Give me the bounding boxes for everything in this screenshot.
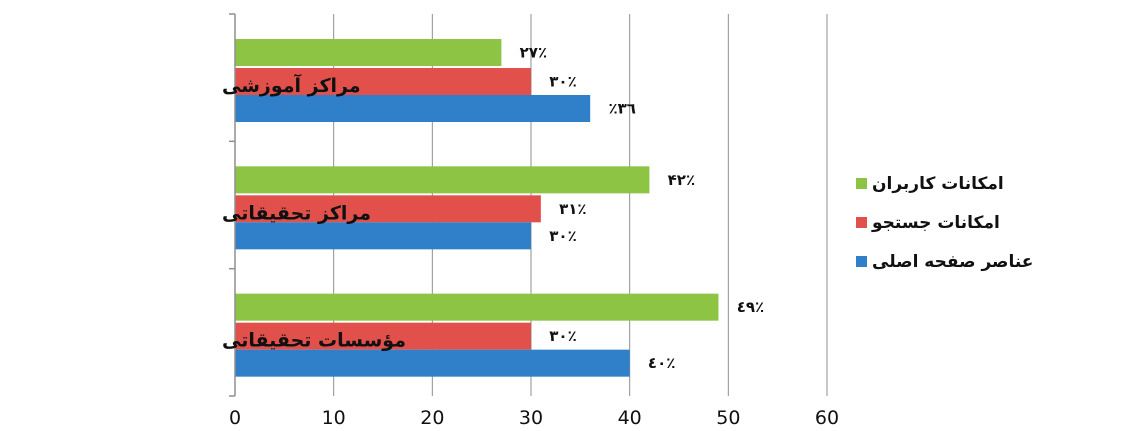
legend: امکانات کاربران امکانات جستجو عناصر صفحه ا… <box>856 174 1033 272</box>
bar-value-label: ۳۱٪ <box>559 200 586 218</box>
x-tick-label: 50 <box>716 407 740 429</box>
bar <box>235 166 650 194</box>
category-label: مؤسسات تحقیقاتی <box>222 330 406 352</box>
bar-value-label: ٤۹٪ <box>737 298 764 316</box>
bar <box>235 195 541 223</box>
x-tick-label: 40 <box>618 407 642 429</box>
legend-swatch <box>856 256 867 267</box>
x-tick-label: 20 <box>420 407 444 429</box>
category-label: مراکز تحقیقاتی <box>222 202 371 224</box>
bars <box>235 39 719 377</box>
x-tick-label: 10 <box>322 407 346 429</box>
bar <box>235 95 591 122</box>
category-label: مراکز آموزشی <box>222 73 361 97</box>
bar-value-label: ۳۰٪ <box>549 327 576 345</box>
x-tick-label: 60 <box>815 407 839 429</box>
x-tick-label: 0 <box>229 407 241 429</box>
legend-label: امکانات کاربران <box>872 174 1004 194</box>
bar <box>235 293 719 321</box>
bar <box>235 322 531 350</box>
bar-value-label: ۲۷٪ <box>520 44 547 62</box>
bar-value-label: ۴۲٪ <box>668 171 695 189</box>
axes: 0 10 20 30 40 50 60 مراکز آموزشی مراکز تحقیقاتی م… <box>222 13 839 429</box>
legend-label: امکانات جستجو <box>871 213 1000 233</box>
legend-label: عناصر صفحه اصلی <box>872 252 1033 272</box>
bar <box>235 39 502 66</box>
bar-value-label: ٤۰٪ <box>648 354 675 372</box>
bar-value-label: ۳٦٪ <box>608 100 635 118</box>
bar-value-label: ۳۰٪ <box>549 73 576 91</box>
bar <box>235 68 531 95</box>
legend-swatch <box>856 217 867 228</box>
bar <box>235 222 531 250</box>
bar-value-label: ۳۰٪ <box>549 227 576 245</box>
bar <box>235 349 630 377</box>
data-labels: ۲۷٪۳۰٪۳٦٪۴۲٪۳۱٪۳۰٪٤۹٪۳۰٪٤۰٪ <box>520 44 765 373</box>
x-tick-label: 30 <box>519 407 543 429</box>
legend-swatch <box>856 178 867 189</box>
